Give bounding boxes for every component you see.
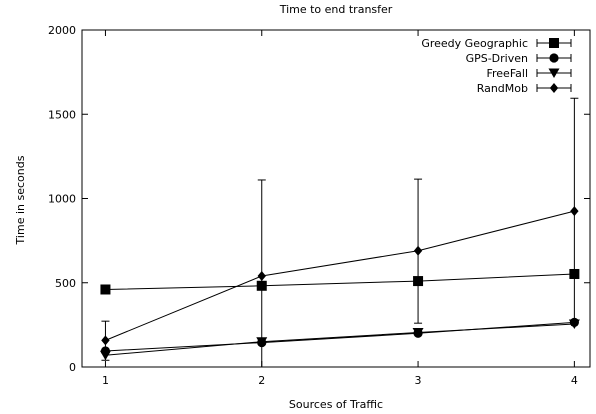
legend-label: Greedy Geographic: [421, 37, 528, 50]
legend-marker: [549, 53, 559, 63]
y-tick-label: 1000: [48, 193, 76, 206]
chart-title: Time to end transfer: [279, 3, 393, 16]
data-point: [570, 206, 579, 217]
x-tick-label: 1: [102, 374, 109, 387]
y-tick-label: 1500: [48, 108, 76, 121]
plot-frame: [81, 29, 591, 368]
legend-label: GPS-Driven: [466, 52, 528, 65]
series-line: [105, 323, 575, 356]
series-line: [105, 273, 575, 290]
series-randmob: [101, 97, 579, 368]
y-axis-label: Time in seconds: [14, 155, 27, 245]
series-layer: [99, 97, 580, 368]
data-point: [413, 245, 423, 256]
y-tick-label: 2000: [48, 24, 76, 37]
y-tick-label: 0: [69, 361, 76, 374]
legend-label: FreeFall: [486, 67, 528, 80]
x-tick-label: 3: [415, 374, 422, 387]
legend-marker: [548, 68, 560, 78]
x-tick-label: 2: [258, 374, 265, 387]
legend: Greedy Geographic GPS-Driven FreeFall RandM…: [421, 37, 572, 95]
legend-label: RandMob: [477, 82, 528, 95]
data-point: [100, 284, 111, 295]
x-tick-label: 4: [571, 374, 578, 387]
data-point: [412, 327, 424, 338]
legend-marker: [549, 83, 559, 93]
series-freefall: [99, 319, 580, 361]
axes: 0 500 1000 1500 2000 1 2 3 4: [48, 24, 590, 387]
y-tick-label: 500: [55, 277, 76, 290]
series-line: [105, 210, 575, 341]
data-point: [257, 271, 266, 282]
series-greedy-geographic: [100, 268, 580, 295]
data-point: [101, 335, 110, 346]
legend-marker: [549, 38, 559, 48]
plot-border: [81, 29, 591, 368]
x-axis-label: Sources of Traffic: [289, 398, 383, 411]
